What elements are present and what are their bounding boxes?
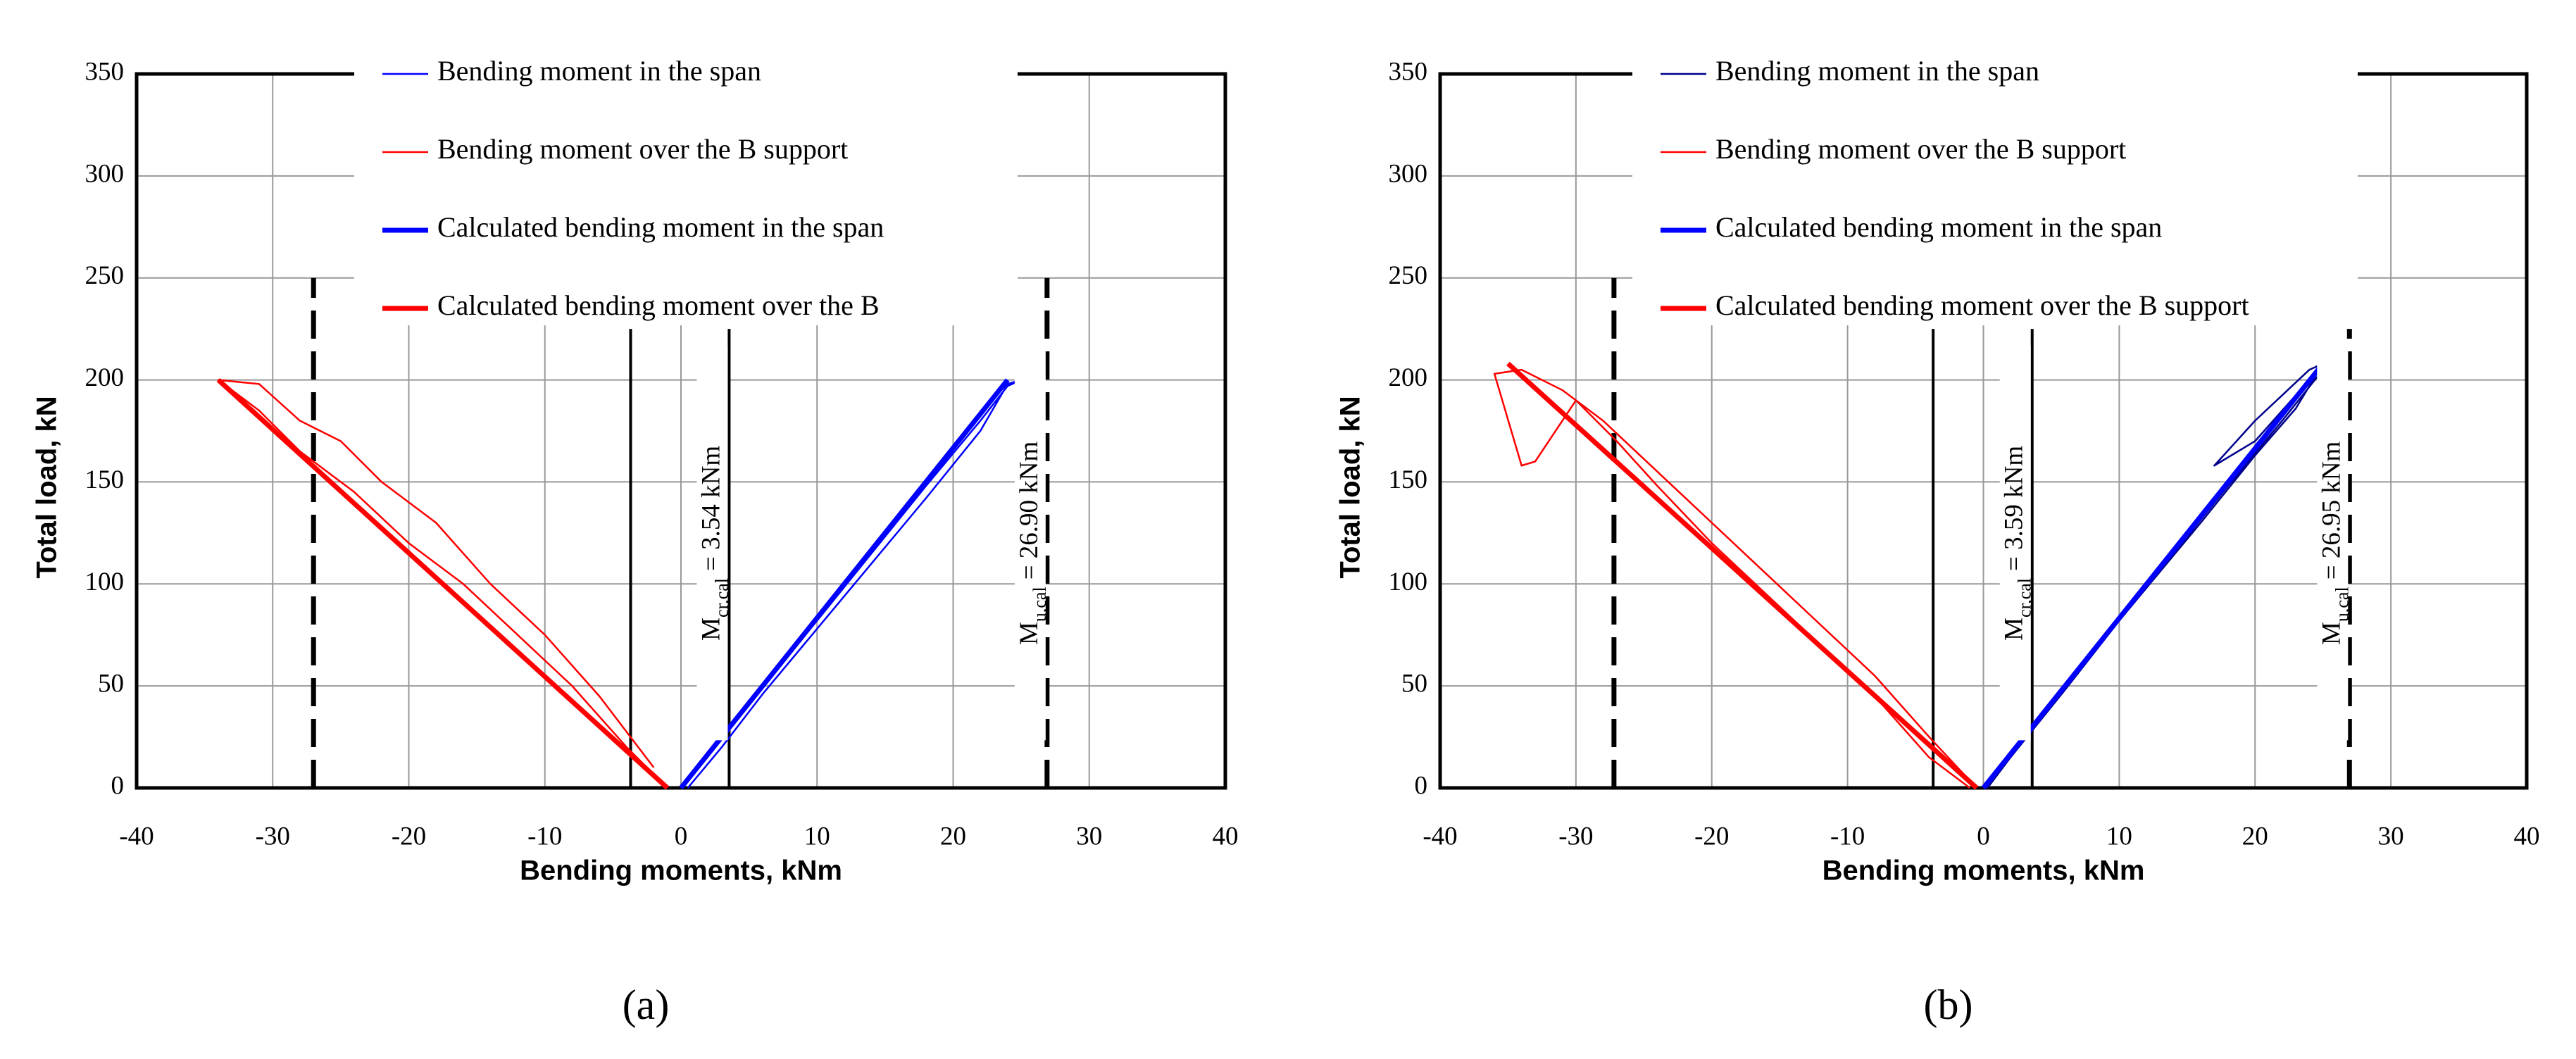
y-axis-label: Total load, kN xyxy=(32,396,63,578)
chart-panel: 0 50 100 150 200 250 300 350 -40 -30 -20 -10 0 10 20 30… xyxy=(32,55,1239,1028)
annotation-subscript: cr,cal xyxy=(712,578,732,618)
annotation-text: = 3.59 kNm xyxy=(2000,446,2029,571)
annotation-subscript: u,cal xyxy=(1030,587,1050,622)
y-tick-label: 250 xyxy=(1389,261,1428,290)
x-tick-label: -10 xyxy=(527,822,562,851)
y-tick-label: 300 xyxy=(1389,159,1428,188)
y-tick-label: 0 xyxy=(111,771,125,800)
x-axis-label: Bending moments, kNm xyxy=(1822,856,2145,886)
annotation-text: = 3.54 kNm xyxy=(697,446,726,571)
y-tick-label: 50 xyxy=(98,670,124,698)
legend-label: Bending moment over the B support xyxy=(437,133,848,165)
annotation: Mu,cal = 26.90 kNm xyxy=(1015,441,1050,645)
x-tick-label: -30 xyxy=(1558,822,1593,851)
legend-label: Calculated bending moment over the B sup… xyxy=(1715,289,2249,321)
legend-box xyxy=(1632,58,2358,325)
y-tick-label: 100 xyxy=(85,568,125,596)
annotation-bg xyxy=(2317,346,2349,741)
annotation-symbol: M xyxy=(697,618,726,641)
annotation: Mcr,cal = 3.59 kNm xyxy=(2000,446,2035,641)
annotation-bg xyxy=(1014,346,1046,741)
x-tick-label: 30 xyxy=(1076,822,1102,851)
x-tick-label: -40 xyxy=(119,822,154,851)
x-tick-label: 30 xyxy=(2378,822,2404,851)
y-tick-label: 150 xyxy=(1389,465,1428,494)
data-line xyxy=(1981,362,2325,790)
x-tick-label: -30 xyxy=(256,822,290,851)
panel-label: (b) xyxy=(1924,982,1973,1028)
x-tick-label: 10 xyxy=(2106,822,2132,851)
annotation-text: = 26.95 kNm xyxy=(2318,441,2346,579)
x-tick-label: 0 xyxy=(675,822,688,851)
chart-panel: 0 50 100 150 200 250 300 350 -40 -30 -20 -10 0 10 20 30… xyxy=(1335,55,2540,1028)
x-tick-label: 20 xyxy=(2242,822,2268,851)
legend-label: Calculated bending moment in the span xyxy=(1715,211,2162,243)
y-axis-label: Total load, kN xyxy=(1335,396,1366,578)
x-tick-label: -20 xyxy=(392,822,426,851)
annotation-subscript: cr,cal xyxy=(2015,578,2035,618)
x-tick-label: 40 xyxy=(1213,822,1239,851)
y-tick-label: 0 xyxy=(1415,771,1428,800)
y-tick-label: 300 xyxy=(85,159,125,188)
y-tick-label: 350 xyxy=(85,57,125,86)
x-tick-label: -20 xyxy=(1694,822,1729,851)
x-tick-label: 10 xyxy=(804,822,830,851)
x-axis-label: Bending moments, kNm xyxy=(520,856,842,886)
annotation: Mcr,cal = 3.54 kNm xyxy=(697,446,732,641)
legend-label: Bending moment over the B support xyxy=(1715,133,2126,165)
y-tick-label: 150 xyxy=(85,465,125,494)
y-tick-label: 200 xyxy=(1389,363,1428,392)
annotation: Mu,cal = 26.95 kNm xyxy=(2318,441,2353,645)
y-tick-label: 100 xyxy=(1389,568,1428,596)
x-tick-label: 20 xyxy=(940,822,966,851)
legend-box xyxy=(354,58,1018,325)
x-tick-label: -10 xyxy=(1830,822,1865,851)
annotation-symbol: M xyxy=(2000,618,2029,641)
legend-label: Bending moment in the span xyxy=(1715,55,2039,87)
annotation-text: = 26.90 kNm xyxy=(1015,441,1044,579)
y-tick-label: 350 xyxy=(1389,57,1428,86)
data-line xyxy=(679,378,1010,790)
legend-label: Calculated bending moment over the B xyxy=(437,289,880,321)
panel-label: (a) xyxy=(623,982,670,1028)
y-tick-label: 50 xyxy=(1401,670,1427,698)
x-tick-label: -40 xyxy=(1423,822,1457,851)
legend-label: Calculated bending moment in the span xyxy=(437,211,884,243)
annotation-subscript: u,cal xyxy=(2332,587,2353,622)
x-tick-label: 0 xyxy=(1977,822,1990,851)
legend-label: Bending moment in the span xyxy=(437,55,761,87)
y-tick-label: 250 xyxy=(85,261,125,290)
annotation-symbol: M xyxy=(1015,622,1044,645)
x-tick-label: 40 xyxy=(2514,822,2540,851)
data-line xyxy=(216,377,670,790)
annotation-bg xyxy=(696,346,728,741)
y-tick-label: 200 xyxy=(85,363,125,392)
annotation-bg xyxy=(1999,346,2031,741)
annotation-symbol: M xyxy=(2318,622,2346,645)
data-line xyxy=(1506,361,1979,790)
